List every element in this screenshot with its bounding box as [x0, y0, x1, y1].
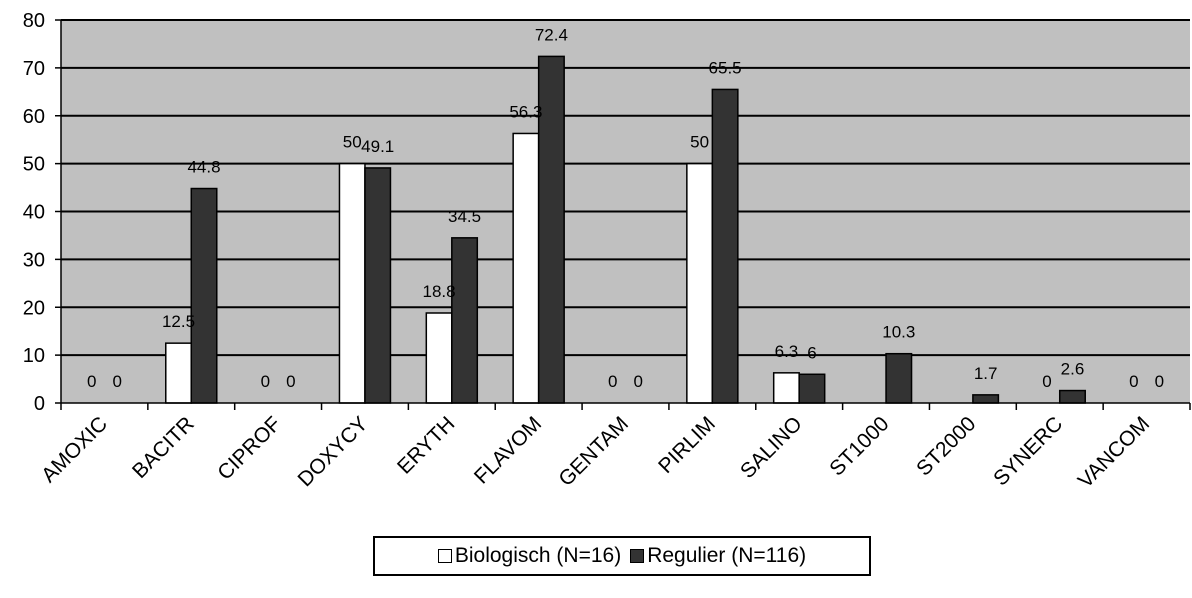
y-tick-label: 80: [23, 10, 45, 32]
x-tick-label: GENTAM: [554, 412, 633, 491]
y-tick-label: 20: [23, 297, 45, 319]
bar: [711, 88, 739, 404]
legend-swatch-biologisch: [437, 549, 452, 563]
bar: [190, 187, 218, 404]
data-label: 0: [261, 372, 270, 391]
legend-item-biologisch: Biologisch (N=16): [437, 544, 622, 568]
x-tick-label: SALINO: [736, 412, 807, 483]
bar: [512, 132, 540, 404]
x-tick-label: FLAVOM: [470, 412, 546, 488]
legend-item-regulier: Regulier (N=116): [630, 544, 806, 568]
y-axis-ticks: 0 10 20 30 40 50 60 70 80: [23, 10, 61, 415]
y-tick-label: 70: [23, 58, 45, 80]
bar: [425, 312, 453, 404]
legend-swatch-regulier: [630, 549, 645, 563]
data-label: 0: [1155, 372, 1164, 391]
x-tick-label: PIRLIM: [654, 412, 720, 478]
bar: [772, 372, 800, 404]
data-label: 1.7: [974, 364, 998, 383]
data-label: 12.5: [162, 312, 195, 331]
bar: [338, 162, 366, 404]
data-label: 2.6: [1061, 360, 1085, 379]
bar-labels: 0 012.544.80 050 49.118.834.556.372.40 05065…: [87, 25, 1164, 391]
x-tick-label: ST1000: [825, 412, 893, 480]
legend-label-biologisch: Biologisch (N=16): [454, 544, 622, 567]
x-axis-ticks: AMOXIC BACITR CIPROF DOXYCY ERYTH FLAVOM GENTA…: [37, 403, 1191, 493]
data-label: 0: [87, 372, 96, 391]
x-tick-label: ERYTH: [393, 412, 459, 478]
x-tick-label: VANCOM: [1074, 412, 1154, 492]
y-tick-label: 10: [23, 345, 45, 367]
data-label: 0: [634, 372, 643, 391]
y-tick-label: 40: [23, 202, 45, 224]
data-label: 10.3: [882, 323, 915, 342]
x-tick-label: DOXYCY: [294, 412, 373, 491]
x-tick-label: SYNERC: [989, 412, 1067, 490]
legend: Biologisch (N=16) Regulier (N=116): [373, 536, 871, 576]
bar: [798, 373, 826, 404]
data-label: 0: [286, 372, 295, 391]
x-tick-label: AMOXIC: [37, 412, 112, 487]
data-label: 0: [1042, 372, 1051, 391]
y-tick-label: 30: [23, 249, 45, 271]
data-label: 0: [608, 372, 617, 391]
bar: [885, 352, 913, 404]
data-label: 50: [690, 133, 709, 152]
data-label: 34.5: [448, 207, 481, 226]
legend-label-regulier: Regulier (N=116): [647, 544, 807, 567]
data-label: 6: [807, 343, 816, 362]
x-tick-label: ST2000: [912, 412, 980, 480]
bar: [364, 167, 392, 404]
x-tick-label: CIPROF: [213, 412, 285, 484]
data-label: 44.8: [187, 158, 220, 177]
data-label: 50: [343, 133, 362, 152]
bar: [537, 55, 565, 404]
y-tick-label: 0: [34, 393, 45, 415]
data-label: 49.1: [361, 137, 394, 156]
gridlines: [61, 19, 1190, 357]
data-label: 56.3: [509, 102, 542, 121]
data-label: 18.8: [423, 282, 456, 301]
data-label: 0: [112, 372, 121, 391]
data-label: 72.4: [535, 25, 568, 44]
y-tick-label: 50: [23, 154, 45, 176]
data-label: 0: [1129, 372, 1138, 391]
bars: [165, 55, 1086, 404]
bar: [165, 342, 193, 404]
y-tick-label: 60: [23, 106, 45, 128]
bar: [686, 162, 714, 404]
bar: [972, 394, 1000, 404]
data-label: 65.5: [709, 58, 742, 77]
bar: [451, 237, 479, 404]
data-label: 6.3: [775, 342, 799, 361]
bar: [1058, 389, 1086, 404]
x-tick-label: BACITR: [128, 412, 199, 483]
